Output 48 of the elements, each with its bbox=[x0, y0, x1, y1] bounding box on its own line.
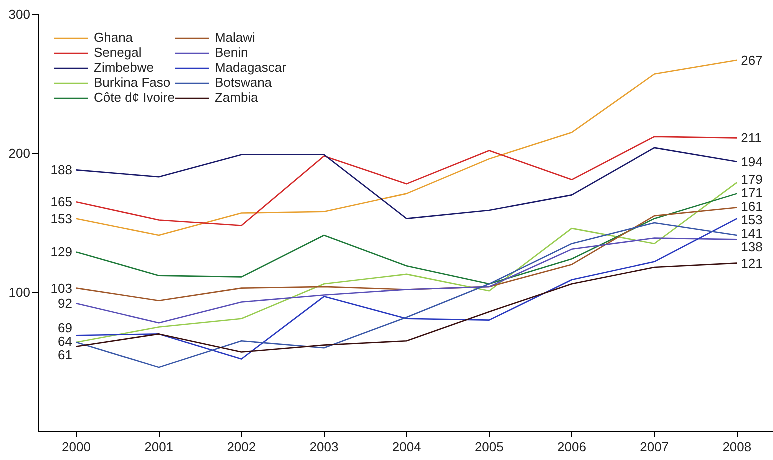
x-tick-label: 2000 bbox=[62, 440, 91, 454]
data-label: 171 bbox=[741, 185, 763, 200]
data-label: 165 bbox=[50, 194, 72, 210]
x-tick-label: 2008 bbox=[722, 440, 752, 454]
legend-label: Senegal bbox=[94, 45, 142, 60]
data-label: 194 bbox=[741, 154, 763, 170]
data-label: 69 bbox=[58, 320, 72, 336]
legend-label: Benin bbox=[214, 45, 248, 60]
data-label: 179 bbox=[741, 172, 763, 187]
x-tick-label: 2005 bbox=[474, 440, 504, 454]
legend-label: Burkina Faso bbox=[94, 75, 171, 90]
data-label: 267 bbox=[741, 52, 763, 68]
data-label: 153 bbox=[50, 211, 72, 226]
legend-label: Côte d¢ Ivoire bbox=[94, 90, 175, 105]
x-tick-label: 2007 bbox=[640, 440, 670, 454]
y-tick-label: 100 bbox=[8, 285, 31, 300]
x-tick-label: 2004 bbox=[392, 440, 422, 454]
y-tick-label: 200 bbox=[8, 146, 31, 161]
data-label: 61 bbox=[58, 348, 72, 363]
line-series bbox=[76, 60, 738, 236]
data-label: 103 bbox=[50, 280, 72, 296]
legend-label: Zimbebwe bbox=[94, 60, 154, 75]
x-tick-label: 2001 bbox=[144, 440, 174, 454]
x-tick-label: 2006 bbox=[558, 440, 586, 454]
legend-label: Botswana bbox=[214, 75, 272, 90]
data-label: 188 bbox=[50, 162, 72, 178]
y-tick-label: 300 bbox=[8, 7, 31, 22]
data-label: 138 bbox=[741, 239, 763, 254]
x-tick-label: 2002 bbox=[227, 440, 256, 454]
data-label: 64 bbox=[58, 334, 72, 350]
legend-label: Madagascar bbox=[214, 60, 286, 75]
line-series bbox=[76, 262, 738, 353]
data-label: 211 bbox=[741, 130, 762, 146]
x-tick-label: 2003 bbox=[310, 440, 339, 454]
legend-label: Ghana bbox=[94, 30, 134, 45]
line-series bbox=[76, 182, 738, 344]
data-label: 121 bbox=[741, 256, 763, 271]
line-series bbox=[76, 193, 738, 285]
data-label: 153 bbox=[741, 212, 763, 228]
legend-label: Malawi bbox=[214, 30, 256, 45]
data-label: 92 bbox=[58, 296, 72, 312]
legend-label: Zambia bbox=[214, 90, 258, 105]
data-label: 129 bbox=[50, 244, 72, 260]
line-series bbox=[76, 238, 738, 324]
line-series bbox=[76, 136, 738, 226]
line-series bbox=[76, 147, 738, 220]
data-label: 141 bbox=[741, 226, 763, 241]
data-label: 161 bbox=[741, 198, 763, 214]
